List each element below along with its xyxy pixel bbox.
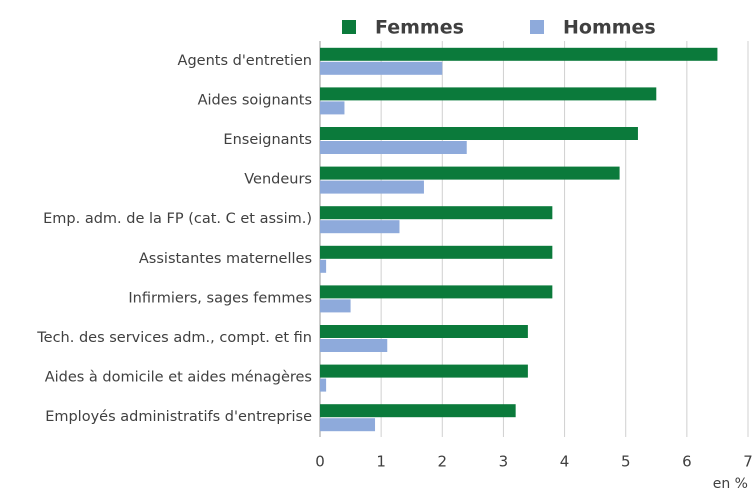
bar [320,364,528,378]
y-tick-label: Emp. adm. de la FP (cat. C et assim.) [43,211,312,227]
x-axis-label: en % [713,476,748,491]
bar [320,404,516,418]
y-tick-label: Employés administratifs d'entreprise [45,409,312,425]
bar [320,61,443,75]
bar [320,101,345,115]
bar [320,325,528,338]
y-tick-label: Assistantes maternelles [139,251,312,267]
bar [320,220,400,234]
legend-label: Hommes [563,17,656,39]
x-tick-label: 5 [621,453,631,471]
y-tick-label: Vendeurs [244,172,312,188]
x-tick-label: 0 [315,453,325,471]
bar [320,378,327,392]
bar [320,166,620,180]
x-tick-label: 3 [499,453,509,471]
y-tick-label: Infirmiers, sages femmes [128,290,312,306]
y-tick-label: Aides à domicile et aides ménagères [45,370,312,386]
legend-swatch [342,20,356,34]
bar [320,141,467,154]
bar [320,206,553,220]
y-tick-label: Agents d'entretien [178,53,312,69]
bar [320,47,718,61]
x-tick-label: 4 [560,453,570,471]
legend-label: Femmes [375,17,464,39]
x-tick-label: 1 [376,453,386,471]
bar [320,127,638,140]
bar [320,339,388,352]
legend-swatch [530,20,544,34]
bar [320,180,424,194]
bar [320,87,657,101]
bar [320,285,553,299]
bar [320,299,351,313]
bar [320,418,376,432]
bar [320,245,553,259]
x-tick-label: 6 [682,453,692,471]
x-tick-label: 7 [743,453,753,471]
y-tick-label: Aides soignants [198,92,312,108]
x-tick-label: 2 [438,453,448,471]
bar [320,259,327,273]
y-tick-label: Enseignants [223,132,312,148]
y-tick-label: Tech. des services adm., compt. et fin [36,330,312,346]
